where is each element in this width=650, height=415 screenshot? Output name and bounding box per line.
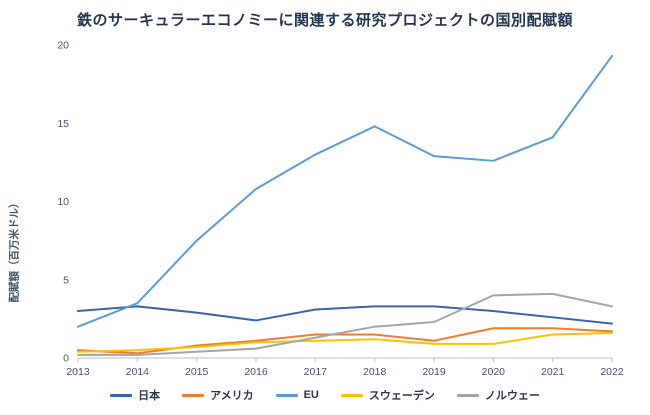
legend-item-3: スウェーデン bbox=[340, 387, 435, 403]
legend-label: アメリカ bbox=[210, 390, 254, 402]
line-chart-plot: 2013 2014 2015 2016 2017 2018 2019 2020 2021 2022… bbox=[57, 40, 624, 379]
svg-text:2017: 2017 bbox=[304, 366, 328, 378]
legend-label: スウェーデン bbox=[368, 390, 435, 402]
legend-line-swatch bbox=[275, 393, 298, 397]
svg-text:2018: 2018 bbox=[363, 366, 387, 378]
svg-text:2020: 2020 bbox=[482, 366, 506, 378]
legend-line-swatch bbox=[182, 393, 205, 397]
legend-label: 日本 bbox=[138, 390, 161, 402]
svg-text:2019: 2019 bbox=[422, 366, 446, 378]
legend-label: EU bbox=[303, 389, 319, 401]
svg-text:10: 10 bbox=[57, 196, 69, 208]
svg-text:15: 15 bbox=[57, 118, 69, 130]
legend-item-2: EU bbox=[275, 389, 319, 401]
legend-line-swatch bbox=[456, 393, 479, 397]
legend-line-swatch bbox=[110, 393, 133, 397]
svg-text:2016: 2016 bbox=[244, 366, 268, 378]
legend-item-0: 日本 bbox=[110, 387, 160, 403]
svg-text:2013: 2013 bbox=[66, 366, 90, 378]
chart-legend: 日本 アメリカ EU スウェーデン ノルウェー bbox=[0, 387, 650, 403]
svg-text:20: 20 bbox=[57, 40, 69, 52]
svg-text:2014: 2014 bbox=[126, 366, 150, 378]
legend-line-swatch bbox=[340, 393, 363, 397]
legend-item-1: アメリカ bbox=[182, 387, 254, 403]
svg-text:5: 5 bbox=[63, 274, 69, 286]
svg-text:0: 0 bbox=[63, 353, 69, 365]
chart-title: 鉄のサーキュラーエコノミーに関連する研究プロジェクトの国別配賦額 bbox=[76, 12, 573, 29]
svg-text:2021: 2021 bbox=[541, 366, 565, 378]
legend-item-4: ノルウェー bbox=[456, 387, 540, 403]
svg-text:2015: 2015 bbox=[185, 366, 209, 378]
legend-label: ノルウェー bbox=[484, 390, 540, 402]
svg-text:2022: 2022 bbox=[600, 366, 624, 378]
